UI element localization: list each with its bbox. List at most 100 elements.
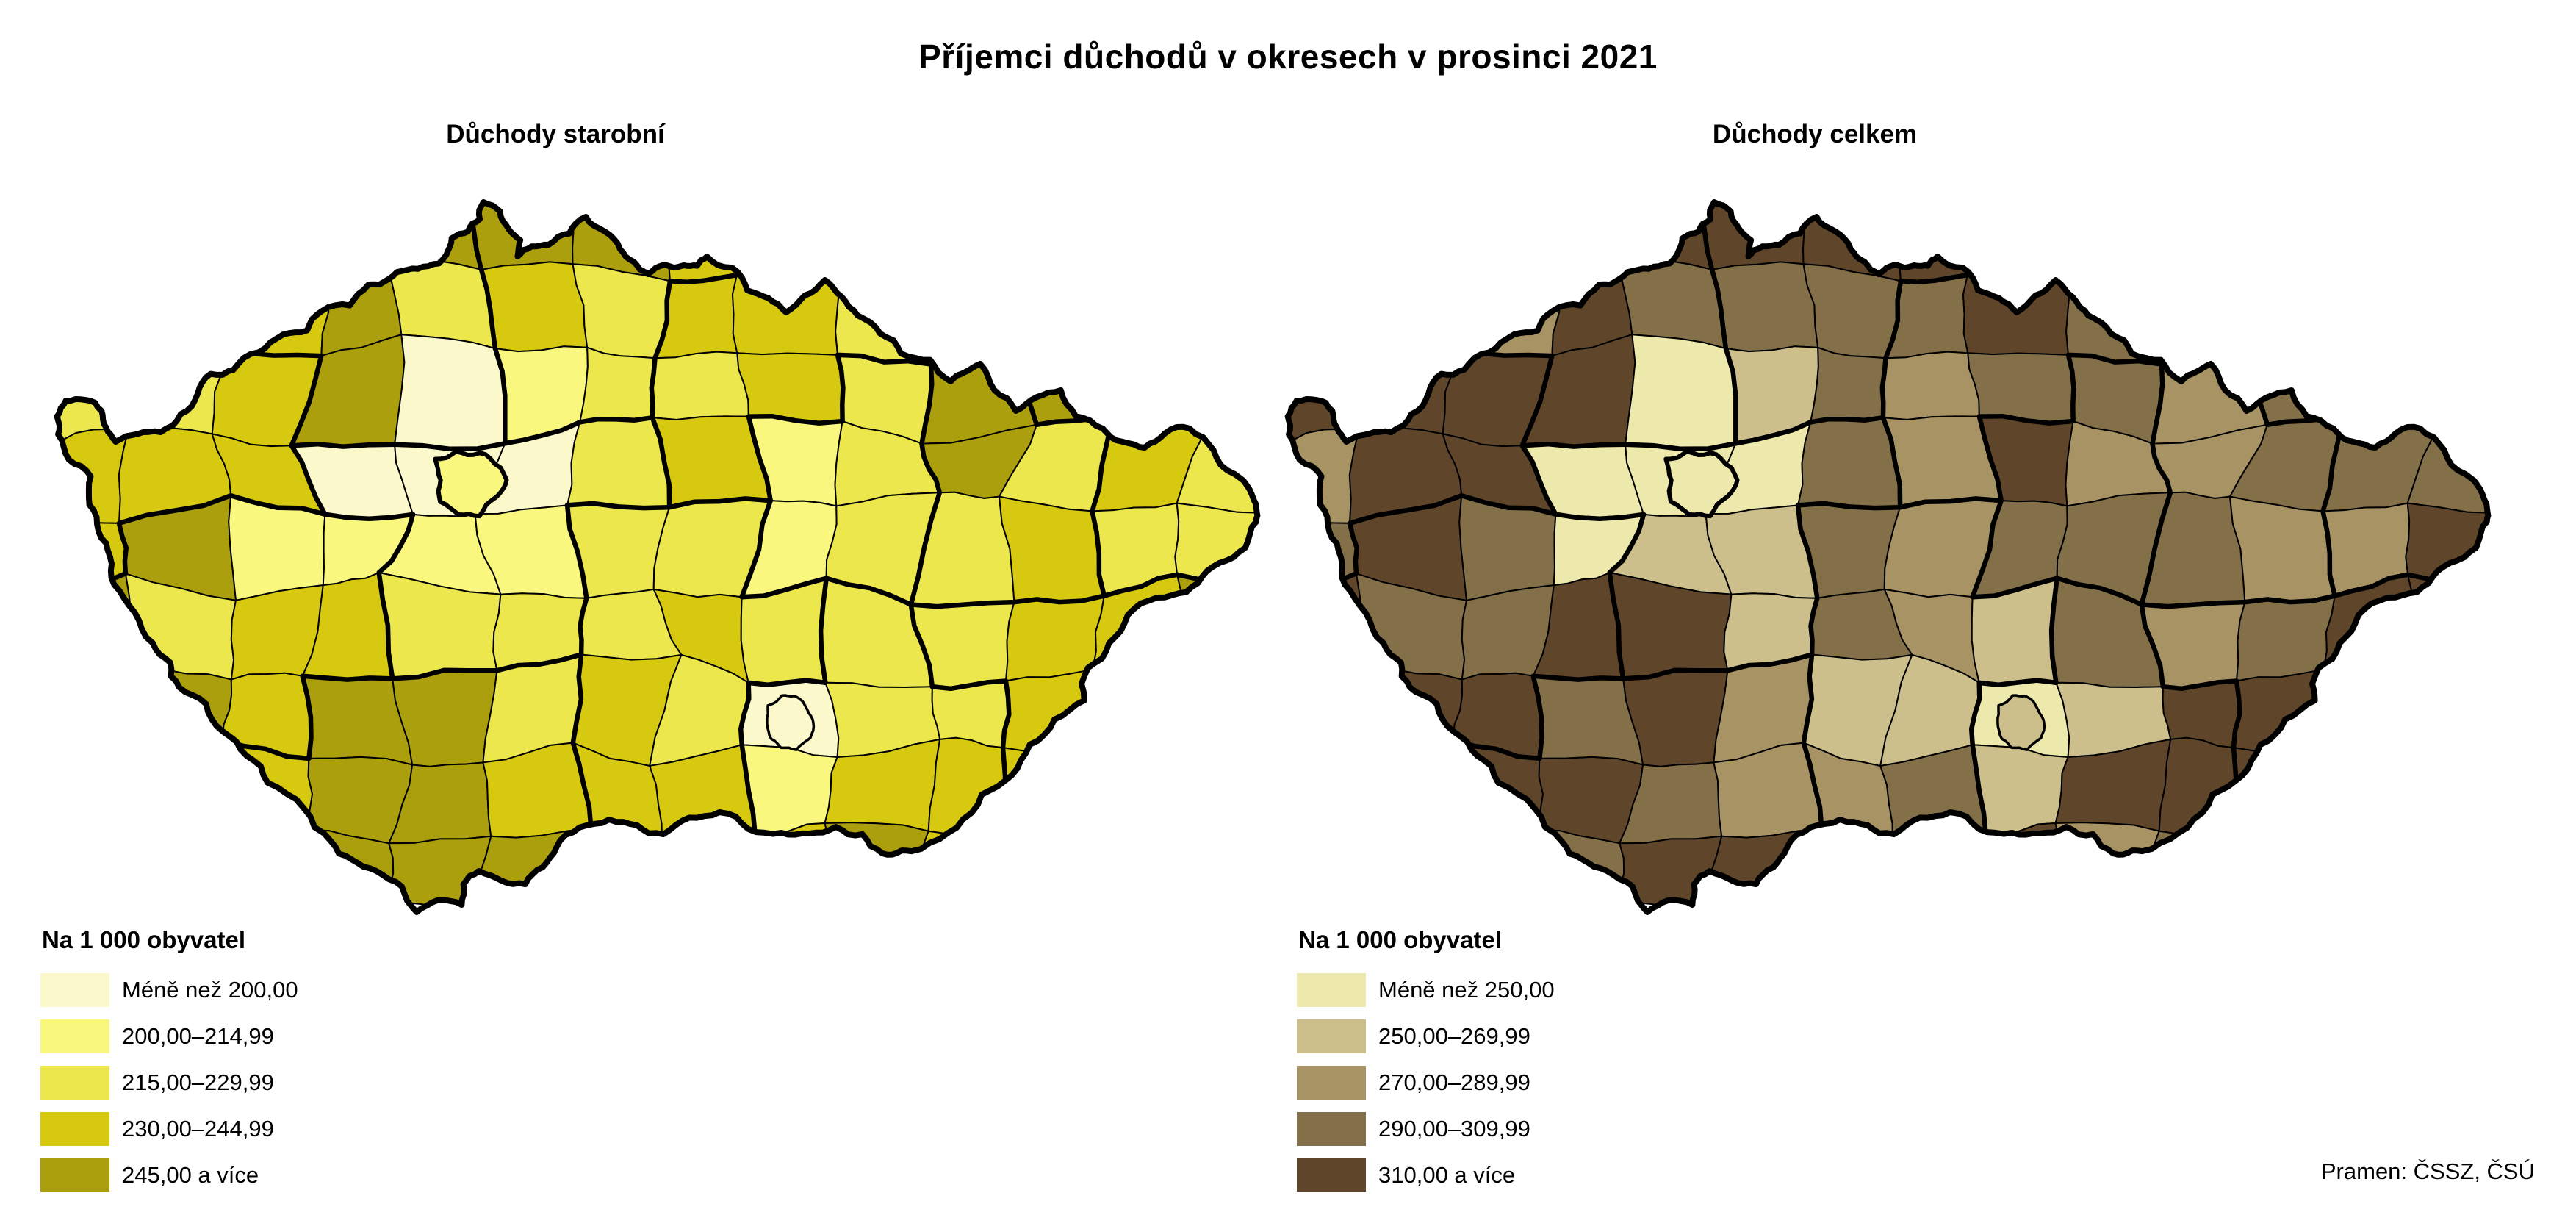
legend-swatch bbox=[40, 1158, 109, 1192]
district-cell bbox=[118, 822, 237, 912]
legend-label: 290,00–309,99 bbox=[1378, 1116, 1530, 1141]
district-cell bbox=[57, 345, 146, 442]
district-cell bbox=[2158, 736, 2239, 847]
district-cell bbox=[1187, 828, 1258, 912]
district-cell bbox=[2229, 495, 2336, 603]
district-cell bbox=[57, 573, 141, 667]
district-cell bbox=[650, 351, 749, 420]
district-cell bbox=[57, 202, 146, 280]
legend-label: 245,00 a více bbox=[122, 1162, 259, 1188]
district-cell bbox=[1287, 828, 1378, 912]
district-cell bbox=[2234, 844, 2357, 912]
district-cell bbox=[736, 352, 844, 424]
legend-starobni: Na 1 000 obyvatel Méně než 200,00 200,00–… bbox=[40, 926, 298, 1205]
district-cell bbox=[2054, 822, 2160, 912]
district-cell bbox=[1001, 267, 1101, 355]
district-cell bbox=[1001, 202, 1116, 278]
legend-swatch bbox=[1297, 973, 1366, 1007]
district-cell bbox=[1094, 334, 1215, 422]
district-cell bbox=[840, 202, 940, 268]
district-cell bbox=[1003, 844, 1126, 912]
district-cell bbox=[566, 417, 671, 509]
legend-swatch bbox=[1297, 1158, 1366, 1192]
district-cell bbox=[1545, 202, 1626, 269]
source-note: Pramen: ČSSZ, ČSÚ bbox=[2320, 1158, 2535, 1184]
district-cell bbox=[57, 656, 141, 770]
district-cell bbox=[2331, 828, 2437, 908]
legend-label: 215,00–229,99 bbox=[122, 1069, 274, 1095]
district-cell bbox=[2415, 736, 2489, 847]
legend-swatch bbox=[40, 1112, 109, 1146]
district-cell bbox=[314, 202, 395, 269]
district-cell bbox=[579, 346, 656, 423]
district-cell bbox=[212, 202, 327, 280]
legend-swatch bbox=[1297, 1112, 1366, 1146]
district-cell bbox=[2417, 202, 2489, 255]
district-cell bbox=[1797, 417, 1902, 509]
district-praha bbox=[433, 449, 509, 519]
district-cell bbox=[1711, 261, 1819, 353]
district-cell bbox=[1287, 573, 1372, 667]
country-outline bbox=[54, 199, 1261, 915]
legend-swatch bbox=[40, 1019, 109, 1053]
district-cell bbox=[931, 680, 1010, 749]
legend-items-celkem: Méně než 250,00 250,00–269,99 270,00–289,9… bbox=[1297, 973, 1555, 1192]
legend-swatch bbox=[40, 1066, 109, 1100]
district-cell bbox=[1101, 828, 1206, 908]
district-cell bbox=[1890, 835, 1987, 912]
district-cell bbox=[394, 334, 506, 450]
legend-title-starobni: Na 1 000 obyvatel bbox=[42, 926, 245, 953]
district-cell bbox=[561, 828, 666, 912]
district-cell bbox=[1287, 761, 1354, 843]
district-cell bbox=[1112, 741, 1191, 845]
district-cell bbox=[927, 736, 1009, 847]
district-cell bbox=[824, 822, 929, 912]
legend-label: 200,00–214,99 bbox=[122, 1023, 274, 1049]
legend-label: Méně než 200,00 bbox=[122, 977, 298, 1003]
district-cell bbox=[2417, 248, 2489, 344]
district-cell bbox=[835, 261, 940, 365]
district-brno bbox=[1996, 694, 2046, 751]
district-cell bbox=[1094, 248, 1202, 342]
district-cell bbox=[2232, 267, 2332, 355]
district-cell bbox=[2342, 741, 2422, 845]
legend-item: Méně než 250,00 bbox=[1297, 973, 1555, 1007]
district-cell bbox=[735, 202, 852, 276]
district-cell bbox=[2431, 335, 2489, 427]
legend-item: Méně než 200,00 bbox=[40, 973, 298, 1007]
district-cell bbox=[1448, 820, 1541, 912]
district-cell bbox=[2153, 202, 2256, 278]
legend-item: 310,00 a více bbox=[1297, 1158, 1555, 1192]
district-cell bbox=[1792, 828, 1897, 912]
legend-label: Méně než 250,00 bbox=[1378, 977, 1555, 1003]
district-cell bbox=[2065, 261, 2171, 365]
map-subtitle-celkem: Důchody celkem bbox=[1712, 120, 1918, 148]
legend-item: 230,00–244,99 bbox=[40, 1112, 298, 1146]
district-cell bbox=[999, 495, 1105, 603]
legend-swatch bbox=[1297, 1019, 1366, 1053]
district-cell bbox=[1625, 334, 1737, 450]
legend-celkem: Na 1 000 obyvatel Méně než 250,00 250,00–… bbox=[1297, 926, 1555, 1205]
district-cell bbox=[57, 828, 148, 912]
legend-item: 245,00 a více bbox=[40, 1158, 298, 1192]
district-cell bbox=[1810, 346, 1887, 423]
legend-swatch bbox=[40, 973, 109, 1007]
legend-item: 270,00–289,99 bbox=[1297, 1066, 1555, 1100]
map-duchody-celkem bbox=[1284, 199, 2492, 915]
legend-label: 270,00–289,99 bbox=[1378, 1069, 1530, 1095]
district-cell bbox=[1443, 202, 1558, 280]
district-cell bbox=[57, 761, 123, 843]
legend-swatch bbox=[1297, 1066, 1366, 1100]
district-cell bbox=[118, 739, 223, 843]
district-cell bbox=[57, 250, 146, 356]
district-cell bbox=[217, 820, 310, 912]
district-cell bbox=[2417, 828, 2489, 912]
district-cell bbox=[1966, 202, 2082, 276]
district-cell bbox=[1527, 828, 1625, 904]
district-cell bbox=[1100, 202, 1208, 269]
country-outline bbox=[1284, 199, 2492, 915]
map-duchody-starobni bbox=[54, 199, 1261, 915]
district-brno bbox=[766, 694, 816, 751]
district-cell bbox=[659, 835, 756, 912]
district-cell bbox=[930, 263, 1012, 365]
